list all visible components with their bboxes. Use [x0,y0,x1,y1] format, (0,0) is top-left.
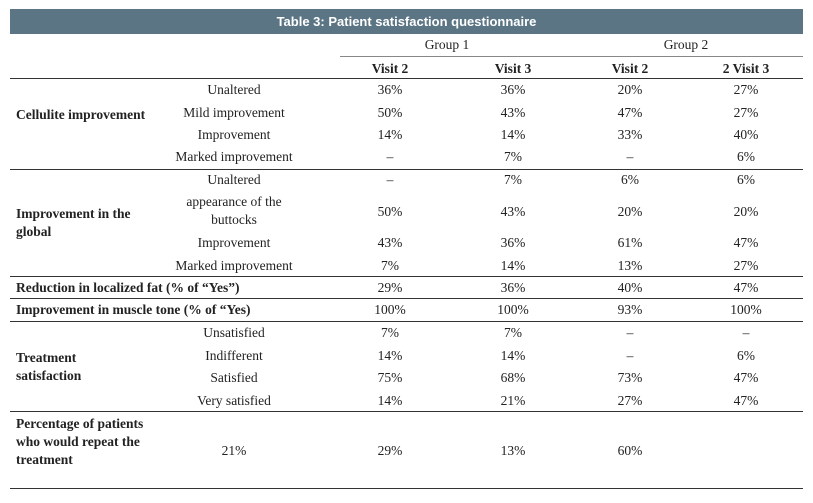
cell-value: 7% [381,258,399,273]
row-label: Marked improvement [175,258,293,273]
row-label: Mild improvement [183,105,285,120]
row-label-repeat: Percentage of patients who would repeat … [16,416,144,467]
cell-value: 20% [617,82,643,97]
row-label-tone: Improvement in muscle tone (% of “Yes) [16,302,251,317]
cell-value: 73% [617,370,643,385]
cell-value: 7% [504,325,522,340]
cell-value: – [626,348,634,363]
cell-value: 6% [737,172,755,187]
cell-value: 36% [377,82,403,97]
row-label: Unsatisfied [203,325,265,340]
cell-value: – [742,325,750,340]
cell-value: 7% [381,325,399,340]
cell-value: 14% [500,348,526,363]
visit-header: Visit 2 [371,61,409,76]
section-rule [10,411,803,412]
visit-header: Visit 2 [611,61,649,76]
cell-value: 33% [617,127,643,142]
table-title: Table 3: Patient satisfaction questionna… [10,9,803,34]
row-label: Indifferent [205,348,263,363]
cell-value: 36% [500,82,526,97]
cell-value: 43% [377,235,403,250]
header-rule [10,78,803,79]
cell-value: 47% [617,105,643,120]
cell-value: 20% [733,204,759,219]
cell-value: 60% [617,443,643,458]
cell-value: 14% [500,127,526,142]
cell-value: 47% [733,370,759,385]
section-rule [10,321,803,322]
row-label: Satisfied [210,370,258,385]
table-bottom-rule [10,488,803,489]
cell-value: 27% [733,82,759,97]
row-label: Improvement [197,235,271,250]
group-1-header: Group 1 [424,37,470,52]
cell-value: 47% [733,280,759,295]
row-label: Very satisfied [197,393,271,408]
cell-value: 21% [221,443,247,458]
section-rule [10,169,803,170]
cell-value: 47% [733,235,759,250]
cell-value: 100% [374,302,406,317]
cell-value: 93% [617,302,643,317]
cell-value: 36% [500,235,526,250]
cell-value: 61% [617,235,643,250]
cell-value: 14% [377,348,403,363]
row-label: Unaltered [207,172,261,187]
cell-value: 100% [497,302,529,317]
cell-value: 27% [733,105,759,120]
cell-value: 21% [500,393,526,408]
cell-value: 40% [733,127,759,142]
cell-value: 14% [377,393,403,408]
cell-value: 7% [504,149,522,164]
group-2-header: Group 2 [663,37,709,52]
cell-value: – [386,149,394,164]
row-label: Improvement [197,127,271,142]
cell-value: 43% [500,105,526,120]
cell-value: 43% [500,204,526,219]
cell-value: 75% [377,370,403,385]
cell-value: 20% [617,204,643,219]
cell-value: – [386,172,394,187]
cell-value: 29% [377,280,403,295]
cell-value: 50% [377,204,403,219]
cell-value: 6% [737,149,755,164]
cell-value: 14% [377,127,403,142]
cell-value: – [626,325,634,340]
cell-value: 27% [617,393,643,408]
cell-value: 29% [377,443,403,458]
cell-value: 100% [730,302,762,317]
cell-value: 27% [733,258,759,273]
section-rule [10,276,803,277]
section-rule [10,298,803,299]
row-label: Unaltered [207,82,261,97]
cell-value: 47% [733,393,759,408]
visit-header: 2 Visit 3 [722,61,770,76]
visit-header: Visit 3 [494,61,532,76]
cell-value: 36% [500,280,526,295]
cell-value: 13% [617,258,643,273]
cell-value: 50% [377,105,403,120]
row-label: appearance of the buttocks [186,194,282,227]
cell-value: 6% [737,348,755,363]
row-label-fat: Reduction in localized fat (% of “Yes”) [16,280,240,295]
group-header-divider [340,56,803,57]
row-label: Marked improvement [175,149,293,164]
cell-value: 7% [504,172,522,187]
cell-value: 40% [617,280,643,295]
section-label-global: Improvement in the global [16,206,131,239]
cell-value: 68% [500,370,526,385]
cell-value: 14% [500,258,526,273]
cell-value: 13% [500,443,526,458]
cell-value: 6% [621,172,639,187]
section-label-satisfaction: Treatment satisfaction [16,350,82,383]
cell-value: – [626,149,634,164]
section-label-cellulite: Cellulite improvement [16,107,146,122]
